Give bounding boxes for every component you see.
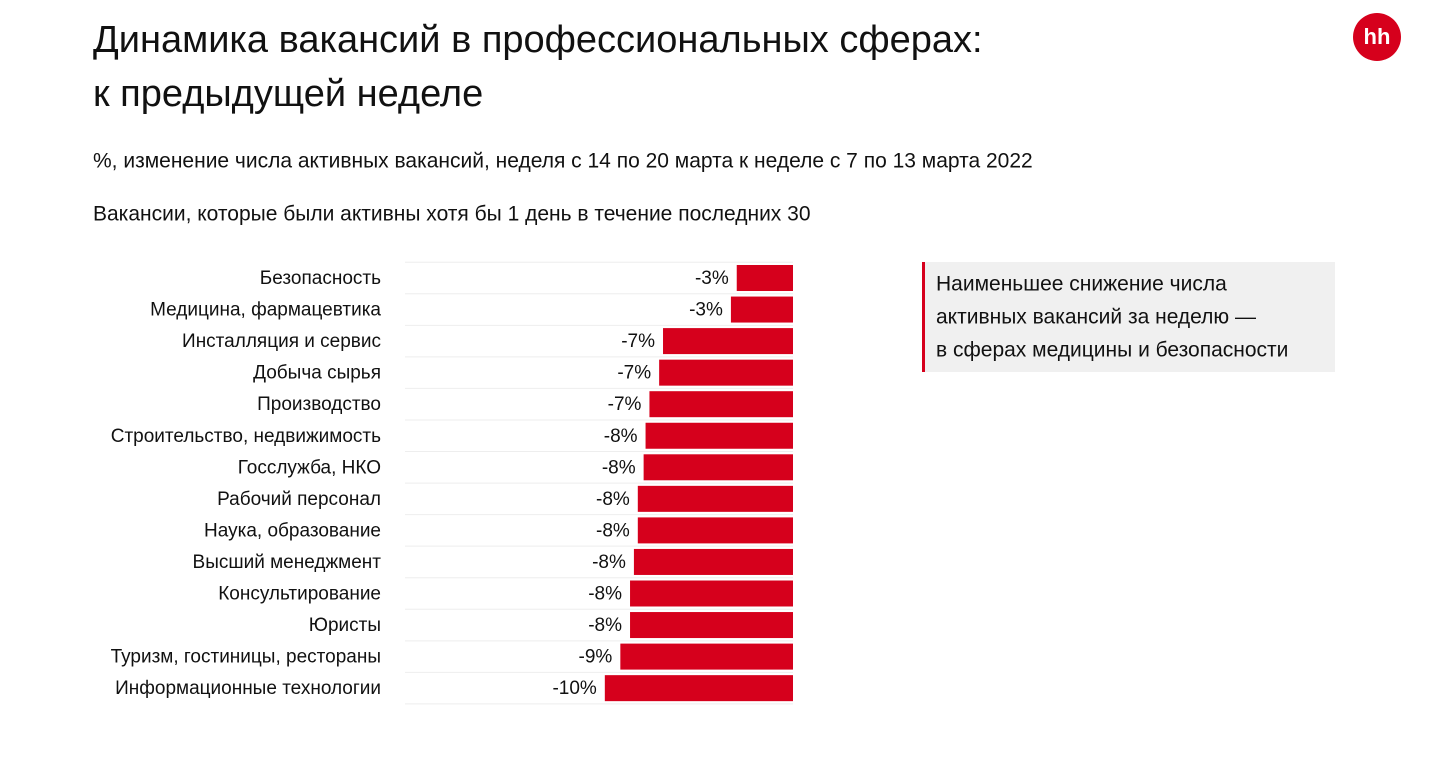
category-label: Госслужба, НКО [238, 457, 381, 478]
annotation-text: Наименьшее снижение числа [936, 273, 1227, 296]
logo: hh [1364, 24, 1391, 49]
value-label: -8% [588, 584, 622, 605]
bar [663, 328, 793, 355]
category-label: Высший менеджмент [193, 552, 382, 573]
value-label: -9% [579, 647, 613, 668]
annotation-box [922, 262, 1335, 372]
annotation-text: активных вакансий за неделю — [936, 306, 1256, 329]
value-label: -10% [552, 678, 596, 699]
bar [637, 517, 793, 544]
value-label: -8% [592, 552, 626, 573]
annotation-accent [922, 262, 925, 372]
category-label: Строительство, недвижимость [111, 426, 381, 447]
value-label: -8% [588, 615, 622, 636]
bar [637, 485, 793, 512]
annotation-text: в сферах медицины и безопасности [936, 339, 1288, 362]
category-label: Туризм, гостиницы, рестораны [111, 647, 381, 668]
logo-circle [1353, 13, 1401, 61]
bar [633, 548, 793, 575]
category-label: Инсталляция и сервис [182, 331, 381, 352]
value-label: -7% [608, 394, 642, 415]
category-label: Производство [257, 394, 381, 415]
category-label: Информационные технологии [115, 678, 381, 699]
bar [649, 391, 793, 418]
value-label: -8% [604, 426, 638, 447]
category-label: Безопасность [260, 268, 381, 289]
bar [630, 580, 793, 607]
value-label: -8% [596, 489, 630, 510]
category-label: Медицина, фармацевтика [150, 300, 381, 321]
category-label: Рабочий персонал [217, 489, 381, 510]
value-label: -8% [596, 520, 630, 541]
bar [736, 265, 793, 291]
bar [643, 454, 793, 481]
category-label: Добыча сырья [253, 363, 381, 384]
bar [620, 643, 793, 670]
value-label: -7% [617, 363, 651, 384]
value-label: -8% [602, 457, 636, 478]
category-label: Консультирование [218, 584, 381, 605]
bar [659, 359, 793, 386]
bar [604, 675, 793, 702]
subtitle: %, изменение числа активных вакансий, не… [93, 150, 1033, 173]
bar [630, 612, 793, 639]
bar [645, 422, 793, 449]
category-label: Юристы [309, 615, 381, 636]
bar [730, 296, 793, 323]
value-label: -3% [689, 300, 723, 321]
value-label: -7% [621, 331, 655, 352]
category-label: Наука, образование [204, 520, 381, 541]
chart-title: к предыдущей неделе [93, 73, 483, 115]
value-label: -3% [695, 268, 729, 289]
chart-title: Динамика вакансий в профессиональных сфе… [93, 19, 983, 61]
note: Вакансии, которые были активны хотя бы 1… [93, 203, 811, 226]
